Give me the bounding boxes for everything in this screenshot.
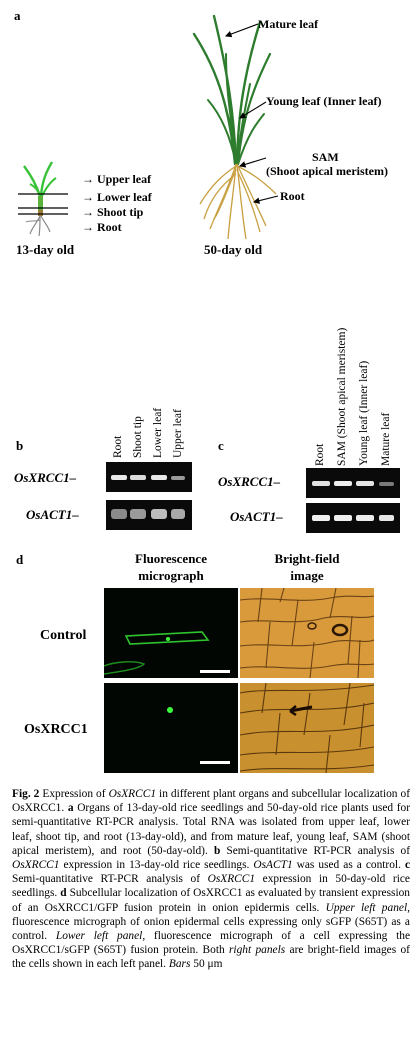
gel-c-osxrcc1 <box>306 468 400 498</box>
seedling-label-root: → Root <box>82 220 122 234</box>
row-label-control: Control <box>40 628 87 643</box>
column-header-bright-field: Bright-field image <box>274 551 340 583</box>
gene-label-c-osact1: OsACT1– <box>230 509 283 524</box>
gel-b-osxrcc1 <box>106 462 192 492</box>
lane-label-c-mature-leaf: Mature leaf <box>380 412 392 466</box>
plant-label-arrows <box>224 23 279 204</box>
plant-age-label: 50-day old <box>204 242 263 257</box>
fluorescence-micrograph-osxrcc1 <box>104 683 238 773</box>
plant-label-mature-leaf: Mature leaf <box>258 17 319 31</box>
lane-label-b-lower-leaf: Lower leaf <box>152 407 164 458</box>
seedling-label-upper-leaf: → Upper leaf <box>82 172 152 186</box>
lane-label-b-upper-leaf: Upper leaf <box>172 409 184 458</box>
gel-c-osact1 <box>306 503 400 533</box>
mature-plant-illustration <box>192 14 277 240</box>
gel-b-osact1 <box>106 500 192 530</box>
column-header-fluorescence: Fluorescence micrograph <box>135 551 207 583</box>
lane-label-b-root: Root <box>112 435 124 458</box>
seedling-label-shoot-tip: → Shoot tip <box>82 205 144 219</box>
panel-a-letter: a <box>14 8 21 23</box>
seedling-illustration <box>18 161 68 237</box>
figure-caption: Fig. 2 Expression of OsXRCC1 in differen… <box>12 788 411 971</box>
seedling-label-lower-leaf: → Lower leaf <box>82 190 152 204</box>
panel-c-letter: c <box>218 438 224 453</box>
bright-field-image-osxrcc1 <box>240 683 374 773</box>
row-label-osxrcc1: OsXRCC1 <box>24 722 88 737</box>
plant-label-sam: SAM <box>312 150 339 164</box>
scale-bar-osxrcc1 <box>200 761 230 764</box>
panel-b-letter: b <box>16 438 24 453</box>
plant-label-sam-full: (Shoot apical meristem) <box>266 164 388 178</box>
lane-label-c-sam: SAM (Shoot apical meristem) <box>336 327 348 466</box>
panel-d-letter: d <box>16 552 24 567</box>
lane-label-c-root: Root <box>314 443 326 466</box>
fluorescence-micrograph-control <box>104 588 238 678</box>
lane-label-b-shoot-tip: Shoot tip <box>132 416 144 458</box>
gene-label-c-osxrcc1: OsXRCC1– <box>218 474 281 489</box>
plant-label-root: Root <box>280 189 305 203</box>
plant-label-young-leaf: Young leaf (Inner leaf) <box>266 94 382 108</box>
bright-field-image-control <box>240 588 374 678</box>
gene-label-b-osact1: OsACT1– <box>26 507 79 522</box>
seedling-age-label: 13-day old <box>16 242 75 257</box>
scale-bar-control <box>200 670 230 673</box>
gene-label-b-osxrcc1: OsXRCC1– <box>14 470 77 485</box>
lane-label-c-young-leaf: Young leaf (Inner leaf) <box>358 360 370 466</box>
